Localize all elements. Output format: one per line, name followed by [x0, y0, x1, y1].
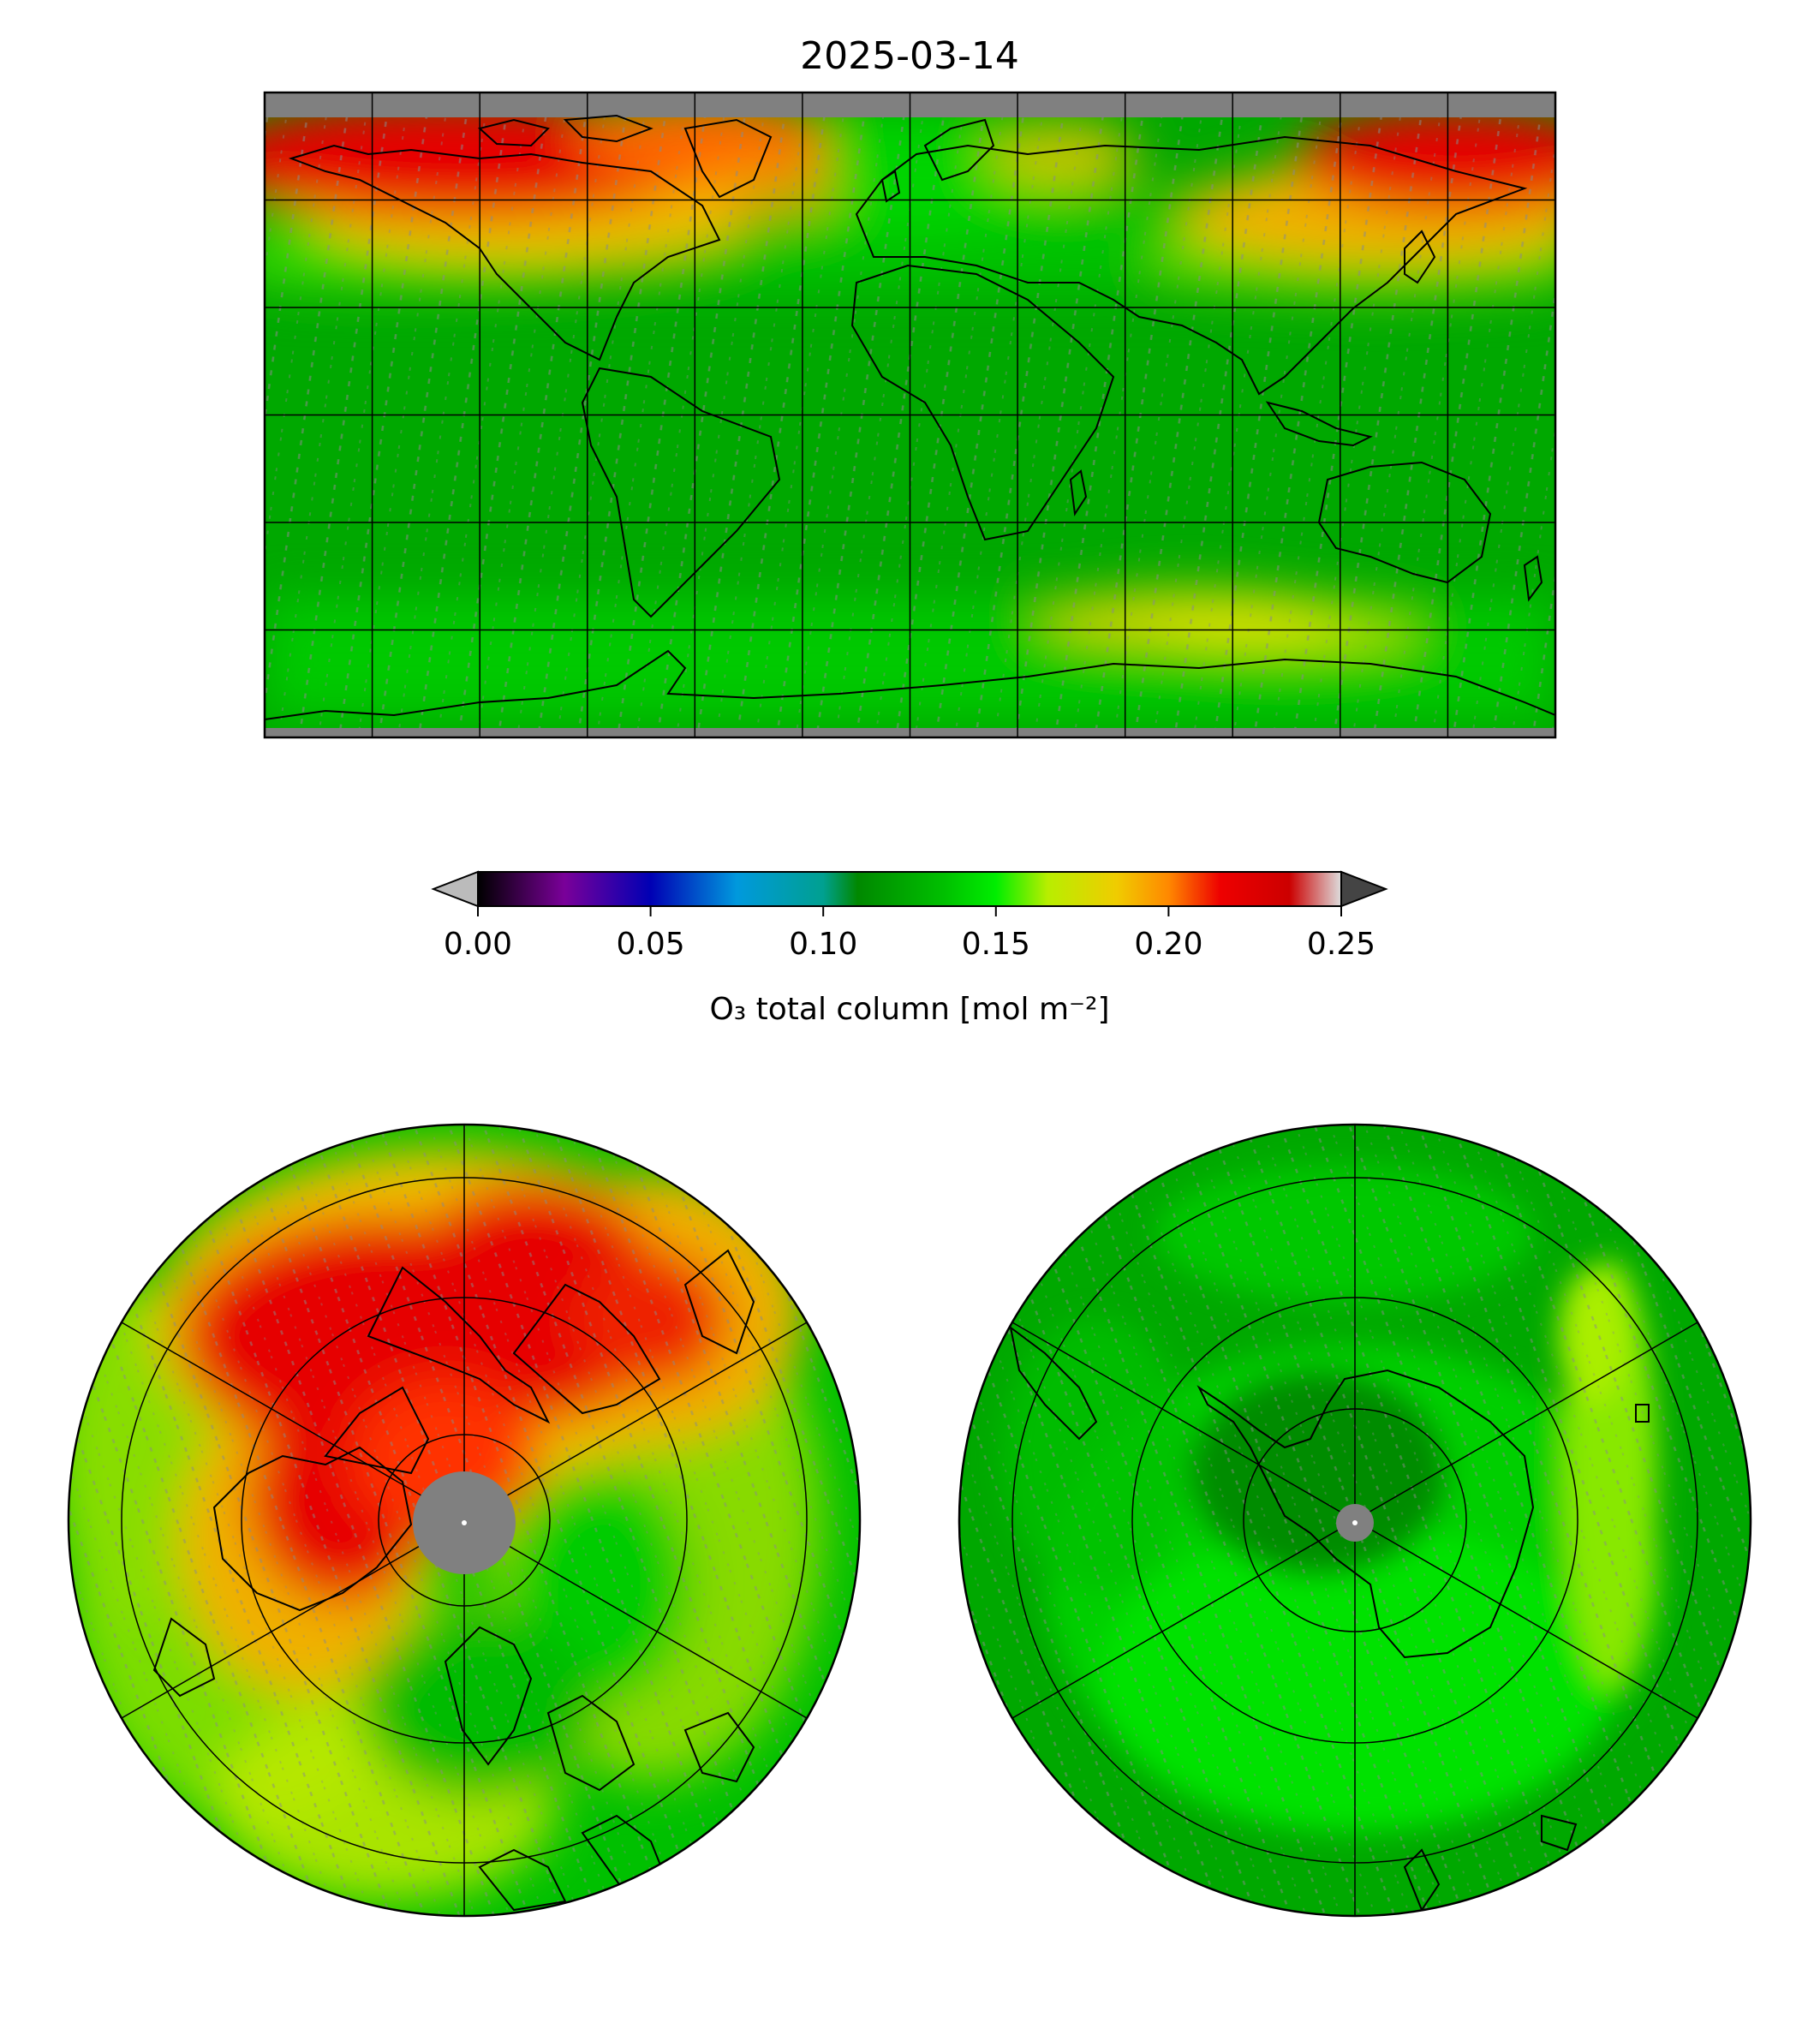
colorbar-tick-label: 0.15: [962, 927, 1030, 962]
colorbar-over-extension: [1340, 870, 1388, 908]
figure-title: 2025-03-14: [800, 34, 1019, 78]
south-polar-panel: [958, 1123, 1752, 1918]
colorbar-ticks: 0.00 0.05 0.10 0.15 0.20 0.25: [444, 906, 1375, 962]
global-map-panel: [263, 91, 1557, 739]
colorbar-label: O₃ total column [mol m⁻²]: [709, 992, 1109, 1027]
global-map-frame: [263, 91, 1557, 739]
north-coastlines: [152, 1249, 755, 1912]
colorbar-tick-label: 0.05: [617, 927, 685, 962]
colorbar-gradient: [478, 872, 1341, 906]
global-coastlines: [265, 114, 1555, 720]
colorbar: 0.00 0.05 0.10 0.15 0.20 0.25 O₃ total column…: [431, 870, 1388, 1027]
colorbar-tick-label: 0.00: [444, 927, 512, 962]
north-polar-panel: [67, 1123, 862, 1918]
south-coastlines: [1009, 1325, 1650, 1913]
colorbar-tick-label: 0.20: [1134, 927, 1202, 962]
south-polar-frame: [958, 1123, 1752, 1918]
global-graticule: [265, 92, 1555, 737]
north-polar-frame: [67, 1123, 862, 1918]
colorbar-tick-label: 0.10: [789, 927, 857, 962]
colorbar-tick-label: 0.25: [1307, 927, 1375, 962]
colorbar-under-extension: [431, 870, 479, 908]
